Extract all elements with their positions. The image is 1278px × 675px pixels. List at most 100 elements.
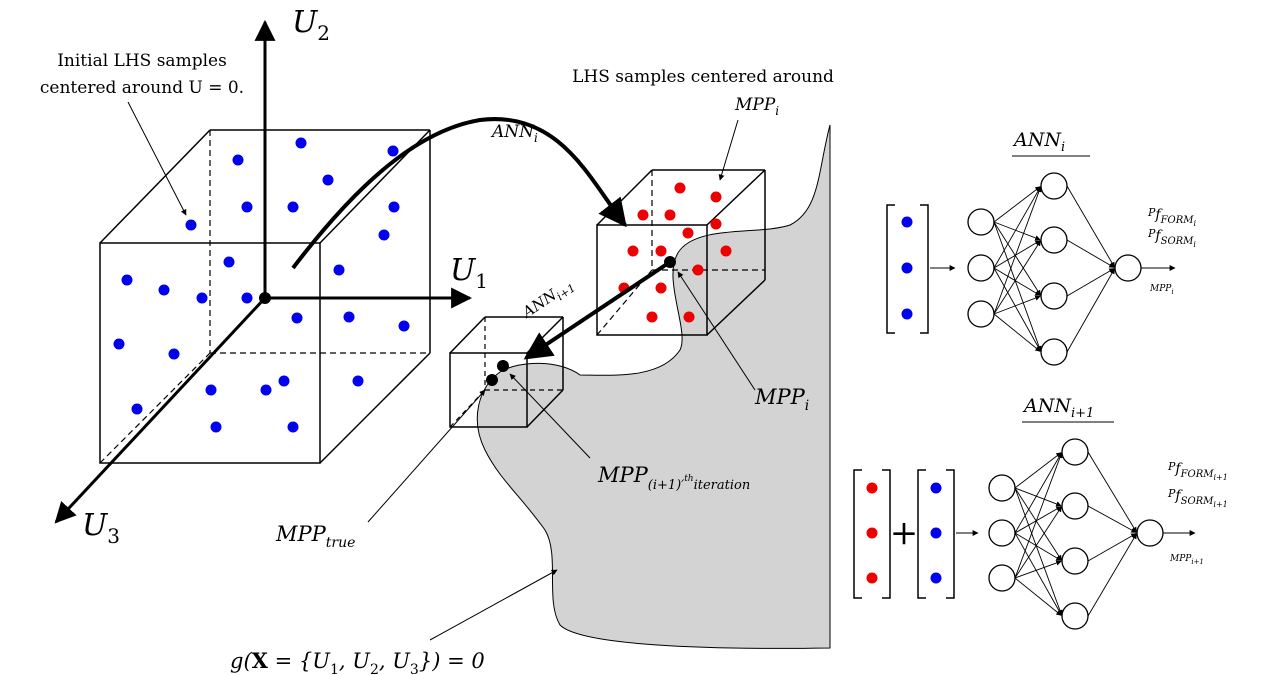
hidden-neuron — [1040, 226, 1068, 254]
initial-samples-pointer — [127, 101, 187, 216]
initial-sample — [185, 219, 197, 231]
output-neuron — [1136, 519, 1164, 547]
input-neuron — [967, 300, 995, 328]
initial-sample — [131, 403, 143, 415]
output-neuron — [1114, 254, 1142, 282]
new-sample — [674, 182, 686, 194]
plus-sign: + — [890, 513, 919, 553]
new-sample — [637, 209, 649, 221]
network-edge — [993, 313, 1041, 352]
input-vector-sample — [930, 482, 942, 494]
network-edge — [993, 186, 1041, 269]
new-sample — [664, 209, 676, 221]
mpp-iteration-point — [497, 360, 509, 372]
network-edge — [993, 267, 1041, 352]
network-edge — [993, 186, 1042, 315]
network-edge — [993, 267, 1041, 296]
network-i-edges — [993, 185, 1115, 353]
new-sample — [710, 191, 722, 203]
network-i-out-form: PfFORMi — [1147, 206, 1197, 228]
new-sample — [683, 311, 695, 323]
initial-sample — [378, 229, 390, 241]
initial-samples-label-line1: Initial LHS samples — [57, 51, 227, 71]
new-sample — [682, 227, 694, 239]
network-edge — [1014, 452, 1063, 579]
input-vector-sample — [866, 527, 878, 539]
input-vector-sample — [901, 216, 913, 228]
network-ann-ip1: ANNi+1 + PfFORMi+1 PfSORMi+1 MPPi+1 — [853, 395, 1228, 630]
input-neuron — [988, 474, 1016, 502]
input-neuron — [967, 254, 995, 282]
mpp-i-top-label: MPPi — [734, 95, 779, 118]
network-ip1-out-mpp: MPPi+1 — [1169, 554, 1204, 566]
ann-ip1-arrow — [523, 260, 672, 360]
network-edge — [1014, 506, 1062, 534]
limit-state-label: g(X = {U1, U2, U3}) = 0 — [230, 648, 485, 675]
network-edge — [1066, 239, 1115, 268]
initial-sample — [287, 201, 299, 213]
new-sample — [655, 282, 667, 294]
ann-i-arrow — [291, 117, 627, 270]
input-vector-sample — [930, 527, 942, 539]
input-vector-sample — [866, 482, 878, 494]
network-edge — [1087, 505, 1137, 533]
hidden-neuron — [1040, 172, 1068, 200]
network-ip1-red-vector — [853, 469, 891, 599]
network-i-input-vector — [886, 204, 929, 334]
network-edge — [1014, 577, 1062, 616]
network-edge — [993, 240, 1041, 269]
hidden-neuron — [1061, 602, 1089, 630]
input-vector-sample — [901, 308, 913, 320]
u2-axis-label: U2 — [292, 5, 330, 45]
network-i-nodes — [967, 172, 1142, 366]
network-i-title: ANNi — [1012, 129, 1065, 155]
centered-samples-label: LHS samples centered around — [572, 67, 834, 87]
network-ip1-out-form: PfFORMi+1 — [1167, 460, 1228, 482]
initial-sample — [260, 384, 272, 396]
network-edge — [1087, 533, 1137, 617]
input-neuron — [988, 564, 1016, 592]
hidden-neuron — [1040, 282, 1068, 310]
network-edge — [1066, 185, 1115, 268]
mpp-ip1-cube — [449, 316, 564, 428]
network-edge — [1066, 268, 1115, 353]
initial-sample — [352, 375, 364, 387]
new-sample — [627, 245, 639, 257]
mpp-iteration-label: MPP(i+1)′thiteration — [597, 463, 750, 493]
initial-sample — [205, 384, 217, 396]
hidden-neuron — [1061, 438, 1089, 466]
network-edge — [1014, 452, 1062, 534]
new-sample — [720, 245, 732, 257]
network-edge — [1014, 452, 1062, 489]
network-i-out-sorm: PfSORMi — [1147, 227, 1196, 249]
input-vector-sample — [866, 572, 878, 584]
hidden-neuron — [1061, 547, 1089, 575]
initial-sample — [398, 320, 410, 332]
input-neuron — [967, 208, 995, 236]
network-edge — [1014, 532, 1062, 616]
initial-sample — [295, 137, 307, 149]
initial-sample — [241, 201, 253, 213]
mpp-i-bottom-label: MPPi — [754, 385, 809, 414]
new-sample — [646, 311, 658, 323]
network-edge — [1014, 532, 1062, 561]
network-ip1-out-sorm: PfSORMi+1 — [1167, 487, 1228, 509]
network-edge — [1014, 506, 1062, 579]
initial-sample — [223, 256, 235, 268]
network-edge — [1066, 268, 1115, 297]
mpp-iteration-pointer — [509, 373, 591, 459]
network-edge — [993, 221, 1041, 241]
initial-samples-label-line2: centered around U = 0. — [40, 78, 244, 98]
network-edge — [1014, 487, 1062, 561]
initial-sample — [287, 421, 299, 433]
initial-sample — [291, 312, 303, 324]
mpp-true-pointer — [367, 389, 486, 523]
network-ip1-title: ANNi+1 — [1022, 395, 1094, 421]
u1-axis-label: U1 — [450, 253, 488, 293]
initial-sample — [168, 348, 180, 360]
network-ip1-nodes — [988, 438, 1164, 630]
initial-sample — [210, 421, 222, 433]
ann-i-arrow-label: ANNi — [490, 122, 538, 145]
initial-sample — [278, 375, 290, 387]
initial-sample — [121, 274, 133, 286]
